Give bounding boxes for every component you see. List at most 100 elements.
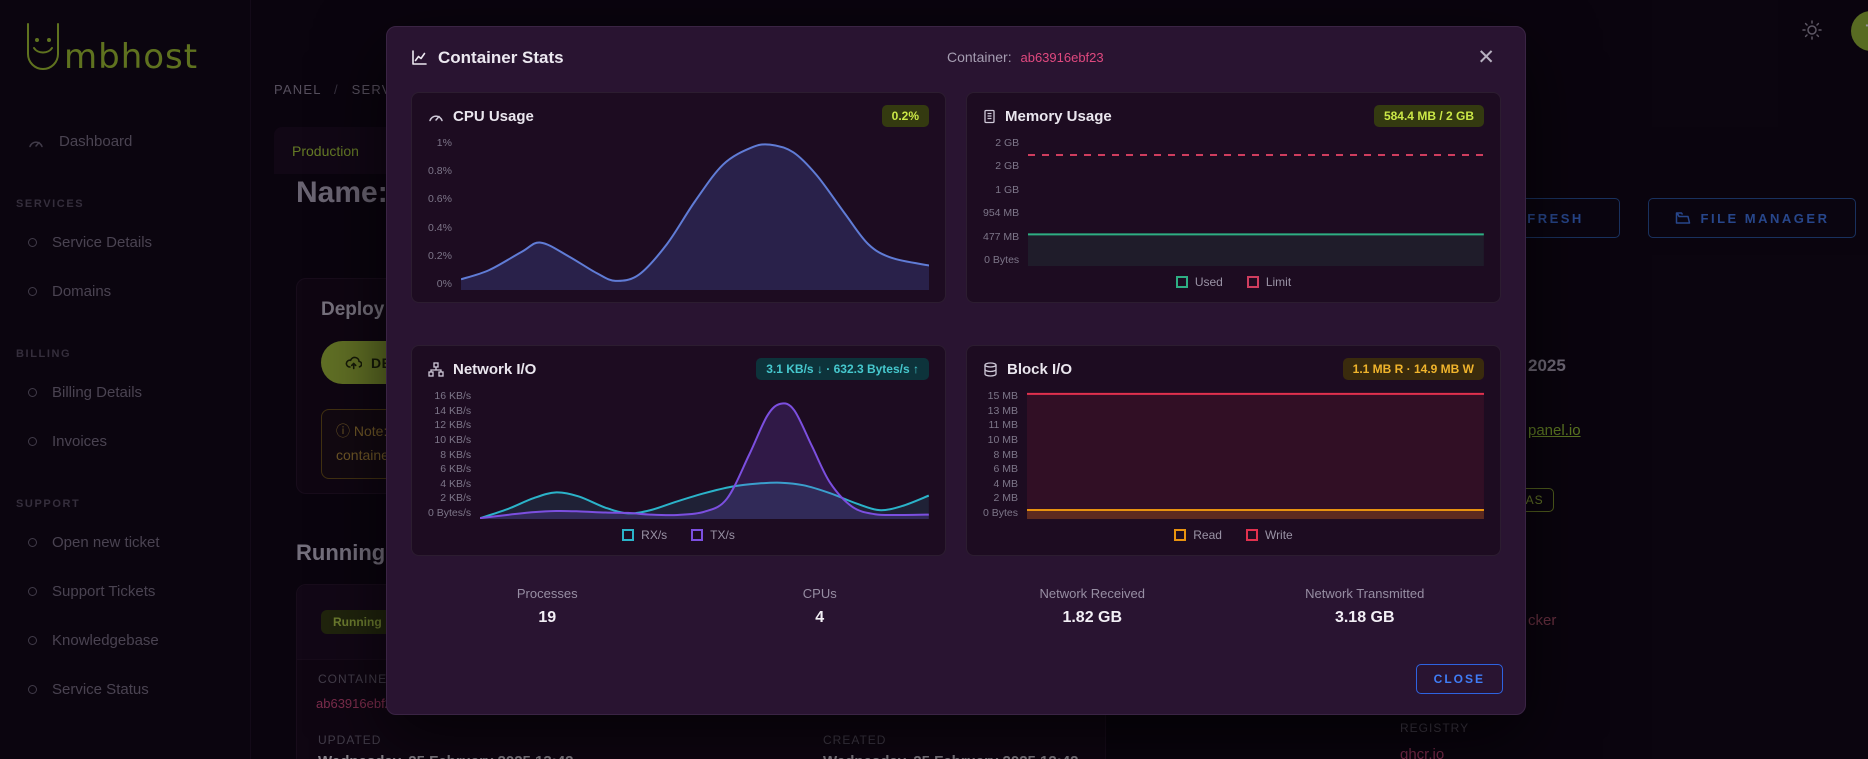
y-tick-label: 4 MB [993,477,1019,490]
card-title: Memory Usage [1005,107,1112,125]
y-tick-label: 0.4% [428,221,452,234]
chart-area: 2 GB 2 GB 1 GB 954 MB 477 MB 0 Bytes [983,137,1484,266]
y-tick-label: 15 MB [987,390,1019,402]
y-axis-ticks: 2 GB 2 GB 1 GB 954 MB 477 MB 0 Bytes [983,137,1019,266]
bullet-icon [28,685,37,694]
bullet-icon [28,287,37,296]
network-usage-card: Network I/O 3.1 KB/s ↓ · 632.3 Bytes/s ↑… [411,345,946,556]
close-button[interactable]: CLOSE [1415,664,1503,694]
nav-section-heading: SUPPORT [16,498,81,510]
modal-footer: CLOSE [387,664,1525,714]
close-icon[interactable]: ✕ [1477,46,1495,69]
registry-value-link[interactable]: ghcr.io [1400,746,1445,759]
docker-text: cker [1528,612,1557,629]
chart-legend: RX/s TX/s [428,519,929,543]
y-tick-label: 10 MB [987,433,1019,446]
stat-label: Network Received [1039,586,1146,601]
sidebar-item-billing-details[interactable]: Billing Details [16,368,234,417]
y-tick-label: 0.8% [428,165,452,178]
bullet-icon [28,587,37,596]
y-tick-label: 2 KB/s [440,492,472,505]
card-header: Memory Usage 584.4 MB / 2 GB [983,105,1484,127]
breadcrumb-panel[interactable]: PANEL [274,82,322,97]
sidebar-item-domains[interactable]: Domains [16,267,234,316]
bullet-icon [28,437,37,446]
y-tick-label: 10 KB/s [434,433,472,446]
sidebar: mbhost Dashboard SERVICES Service Details D… [0,0,251,759]
card-badge: 1.1 MB R · 14.9 MB W [1342,358,1484,380]
modal-container-info: Container: ab63916ebf23 [947,49,1104,65]
stat-value: 3.18 GB [1334,609,1395,626]
y-tick-label: 16 KB/s [434,390,472,402]
chart-area: 15 MB 13 MB 11 MB 10 MB 8 MB 6 MB 4 MB 2 MB 0 By… [983,390,1484,519]
stat-value: 1.82 GB [1062,609,1123,626]
y-tick-label: 2 GB [995,160,1020,173]
y-axis-ticks: 16 KB/s 14 KB/s 12 KB/s 10 KB/s 8 KB/s 6 KB/s… [428,390,471,519]
line-chart-icon [411,49,428,66]
y-tick-label: 8 MB [993,448,1019,461]
y-tick-label: 13 MB [987,404,1019,417]
sidebar-item-support-tickets[interactable]: Support Tickets [16,567,234,616]
chart-plot [480,390,929,519]
sidebar-item-label: Billing Details [52,384,143,401]
file-manager-button[interactable]: FILE MANAGER [1648,198,1856,238]
cards-grid: CPU Usage 0.2% 1% 0.8% 0.6% 0.4% 0.2% 0% Memo… [387,78,1525,556]
sidebar-item-invoices[interactable]: Invoices [16,417,234,466]
sidebar-item-service-details[interactable]: Service Details [16,218,234,267]
y-tick-label: 0.6% [428,193,452,206]
folder-icon [1675,211,1691,225]
card-header: Block I/O 1.1 MB R · 14.9 MB W [983,358,1484,380]
bullet-icon [28,238,37,247]
y-tick-label: 6 MB [993,463,1019,476]
stats-row: Processes 19 CPUs 4 Network Received 1.82 GB N… [387,556,1525,627]
y-tick-label: 1 GB [995,183,1020,196]
chart-plot [1028,137,1484,266]
expiry-year-text: 2025 [1528,356,1566,375]
page-title: Name: [296,176,388,209]
y-tick-label: 0.2% [428,249,452,262]
y-tick-label: 1% [436,137,452,149]
chart-legend: Read Write [983,519,1484,543]
deploy-card-title: Deploy [321,299,385,320]
y-tick-label: 2 GB [995,137,1020,149]
y-tick-label: 2 MB [993,492,1019,505]
sidebar-item-knowledgebase[interactable]: Knowledgebase [16,616,234,665]
sidebar-item-open-new-ticket[interactable]: Open new ticket [16,518,234,567]
file-manager-label: FILE MANAGER [1700,210,1830,226]
legend-item-read: Read [1174,528,1222,542]
container-stats-modal: Container Stats Container: ab63916ebf23 … [386,26,1526,715]
user-avatar[interactable]: T [1851,11,1868,51]
y-tick-label: 0 Bytes [983,507,1019,519]
sidebar-item-label: Invoices [52,433,108,450]
y-tick-label: 954 MB [983,207,1020,220]
updated-label: UPDATED [318,733,382,747]
card-badge: 3.1 KB/s ↓ · 632.3 Bytes/s ↑ [756,358,929,380]
card-header: CPU Usage 0.2% [428,105,929,127]
chart-legend: Used Limit [983,266,1484,290]
theme-toggle-sun-icon[interactable] [1800,18,1824,42]
stat-label: CPUs [802,586,837,601]
sidebar-item-label: Knowledgebase [52,632,159,649]
database-icon [983,361,998,377]
info-icon: ⓘ [336,423,350,439]
panel-link[interactable]: panel.io [1528,422,1581,439]
modal-header: Container Stats Container: ab63916ebf23 … [387,27,1525,78]
sidebar-item-service-status[interactable]: Service Status [16,665,234,714]
stat-processes: Processes 19 [411,586,684,627]
y-tick-label: 12 KB/s [434,419,472,432]
sidebar-item-dashboard[interactable]: Dashboard [16,117,234,166]
y-tick-label: 0 Bytes [984,253,1020,266]
container-id-value[interactable]: ab63916ebf23 [316,696,400,711]
y-tick-label: 14 KB/s [434,404,472,417]
block-usage-card: Block I/O 1.1 MB R · 14.9 MB W 15 MB 13 M… [966,345,1501,556]
y-tick-label: 6 KB/s [440,463,472,476]
container-info-label: Container: [947,49,1012,65]
network-icon [428,361,444,377]
avatar-initial: T [1866,21,1868,41]
umbhost-logo[interactable]: mbhost [18,16,234,93]
container-label: CONTAINER [318,672,397,686]
registry-label: REGISTRY [1400,721,1470,735]
sidebar-nav: Dashboard SERVICES Service Details Domains B… [16,117,234,714]
card-badge: 0.2% [881,105,929,127]
